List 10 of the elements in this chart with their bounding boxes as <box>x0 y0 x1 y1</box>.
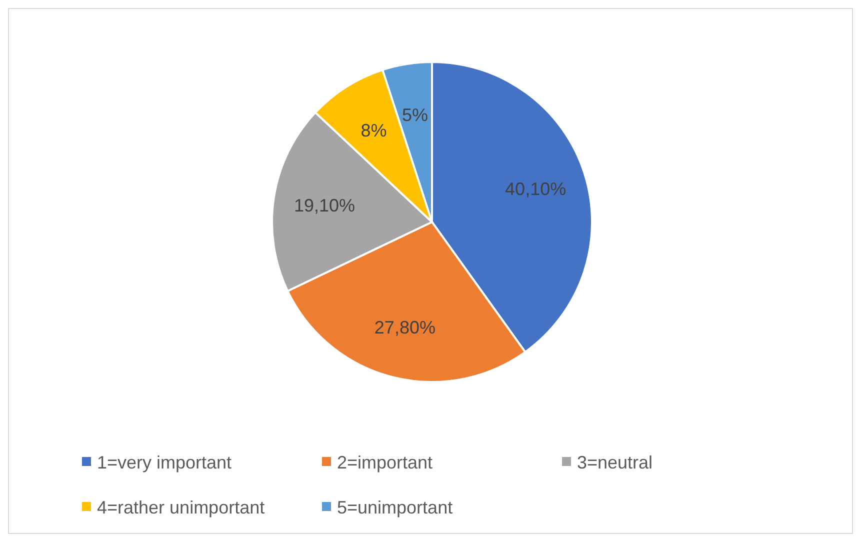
data-label: 19,10% <box>294 196 356 216</box>
data-label: 8% <box>360 120 387 140</box>
legend-label: 2=important <box>337 452 433 472</box>
legend-label: 1=very important <box>97 452 232 472</box>
legend-label: 5=unimportant <box>337 497 453 518</box>
data-label: 27,80% <box>374 318 436 338</box>
legend-label: 3=neutral <box>577 452 653 472</box>
data-label: 5% <box>402 104 428 125</box>
data-label: 40,10% <box>505 179 566 200</box>
legend-label: 4=rather unimportant <box>97 497 265 518</box>
